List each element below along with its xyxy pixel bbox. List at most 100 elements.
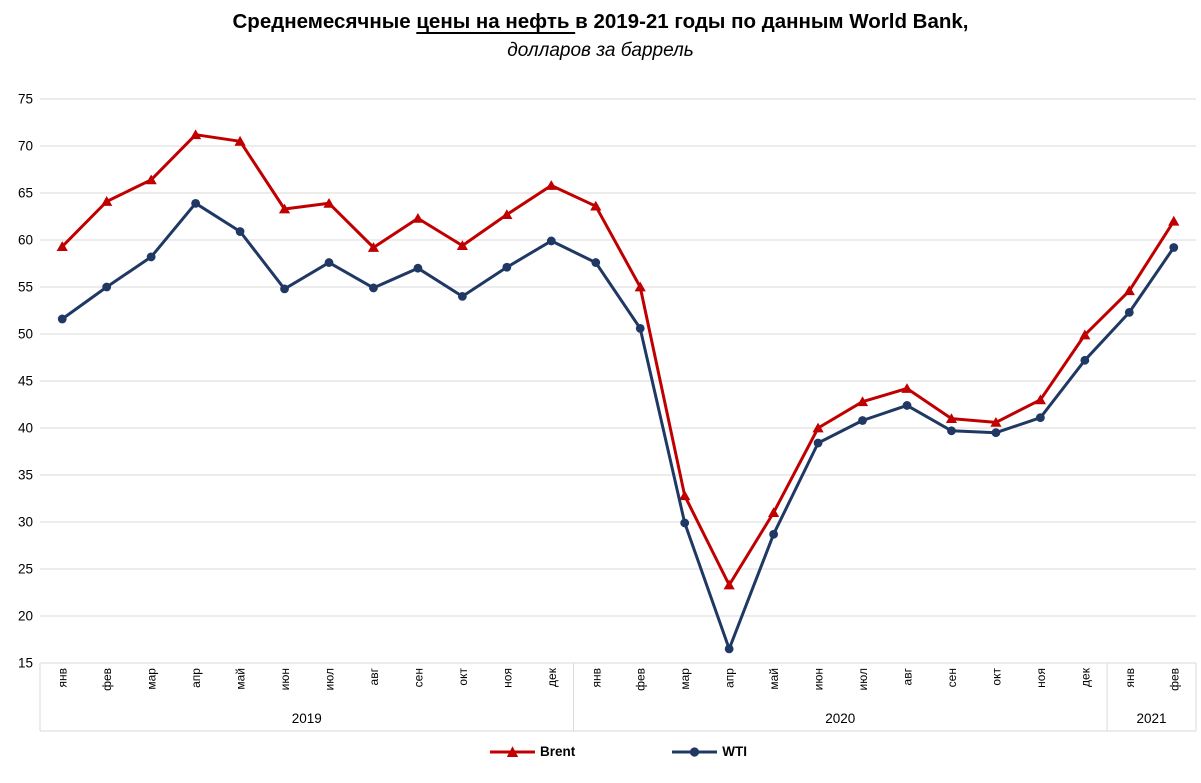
brent-marker bbox=[545, 180, 557, 190]
legend-item-wti: WTI bbox=[671, 744, 747, 759]
y-axis-tick-label: 75 bbox=[18, 92, 33, 107]
x-axis-month-label: авг bbox=[367, 667, 381, 685]
wti-marker bbox=[57, 314, 67, 324]
brent-marker bbox=[1079, 329, 1091, 340]
brent-marker bbox=[190, 129, 202, 140]
brent-marker bbox=[1168, 215, 1180, 226]
x-axis-month-label: янв bbox=[56, 668, 70, 688]
x-axis-month-label: ноя bbox=[500, 668, 514, 688]
x-axis-month-label: дек bbox=[545, 667, 559, 687]
x-axis-year-label: 2019 bbox=[292, 711, 322, 726]
x-axis-month-label: фев bbox=[1167, 668, 1181, 691]
brent-marker bbox=[1123, 285, 1135, 296]
wti-marker bbox=[546, 236, 556, 246]
wti-marker bbox=[235, 227, 245, 236]
x-axis-month-label: фев bbox=[634, 668, 648, 691]
x-axis-month-label: июн bbox=[278, 668, 292, 690]
brent-line-marker-icon bbox=[489, 745, 535, 757]
wti-marker bbox=[591, 258, 601, 267]
x-axis-month-label: май bbox=[767, 668, 781, 690]
wti-marker bbox=[902, 401, 912, 410]
y-axis-tick-label: 45 bbox=[18, 374, 33, 389]
wti-marker bbox=[635, 323, 645, 333]
brent-marker bbox=[679, 490, 691, 501]
brent-marker bbox=[412, 212, 424, 223]
x-axis-month-label: ноя bbox=[1034, 668, 1048, 688]
wti-line bbox=[60, 201, 1176, 651]
wti-marker bbox=[324, 258, 334, 267]
x-axis-month-label: авг bbox=[901, 667, 915, 685]
y-axis-tick-label: 70 bbox=[18, 139, 33, 154]
y-axis-tick-label: 65 bbox=[18, 186, 33, 201]
chart-subtitle: долларов за баррель bbox=[507, 39, 694, 61]
brent-marker bbox=[1034, 394, 1046, 405]
brent-marker bbox=[856, 396, 869, 407]
legend-label-brent: Brent bbox=[539, 744, 576, 759]
brent-marker bbox=[812, 422, 824, 433]
wti-marker bbox=[1169, 243, 1179, 252]
brent-marker bbox=[990, 416, 1002, 427]
y-axis-tick-label: 20 bbox=[18, 609, 33, 624]
wti-marker bbox=[191, 198, 201, 208]
wti-marker bbox=[146, 252, 156, 262]
wti-marker bbox=[413, 263, 423, 273]
wti-marker bbox=[858, 416, 867, 425]
brent-marker bbox=[723, 579, 735, 590]
wti-marker bbox=[457, 292, 467, 301]
x-axis-year-label: 2021 bbox=[1137, 711, 1167, 726]
brent-marker bbox=[456, 240, 468, 251]
brent-marker bbox=[590, 200, 602, 211]
title-underlined-part: цены на нефть bbox=[416, 10, 576, 33]
wti-marker bbox=[1035, 413, 1045, 423]
y-axis-tick-label: 55 bbox=[18, 280, 33, 295]
title-part1: Среднемесячные bbox=[232, 10, 417, 33]
wti-marker bbox=[280, 284, 289, 294]
x-axis-month-label: мар bbox=[678, 668, 692, 690]
y-axis-tick-label: 50 bbox=[18, 327, 33, 342]
wti-marker bbox=[769, 529, 779, 539]
x-axis-month-label: июл bbox=[323, 668, 337, 690]
brent-marker bbox=[367, 242, 380, 252]
y-axis-tick-label: 30 bbox=[18, 515, 33, 530]
chart-legend: Brent WTI bbox=[40, 744, 1196, 759]
wti-marker bbox=[502, 262, 512, 272]
x-axis-month-label: янв bbox=[1123, 668, 1137, 688]
wti-marker bbox=[369, 283, 378, 293]
wti-marker bbox=[1080, 355, 1090, 365]
brent-marker bbox=[323, 197, 335, 208]
x-axis-year-label: 2020 bbox=[825, 711, 855, 726]
title-part3: в 2019-21 годы по данным World Bank, bbox=[575, 10, 969, 33]
x-axis-month-label: апр bbox=[189, 668, 203, 688]
brent-marker bbox=[278, 203, 291, 214]
x-axis-month-label: окт bbox=[456, 668, 470, 686]
wti-line-marker-icon bbox=[672, 746, 718, 757]
brent-marker bbox=[945, 413, 958, 423]
legend-item-brent: Brent bbox=[489, 744, 575, 759]
brent-marker bbox=[501, 209, 513, 220]
x-axis-month-label: янв bbox=[589, 668, 603, 688]
x-axis-month-label: сен bbox=[945, 668, 959, 687]
x-axis-month-label: мар bbox=[145, 668, 159, 690]
brent-marker bbox=[145, 174, 157, 185]
y-axis-tick-label: 15 bbox=[18, 656, 33, 671]
wti-marker bbox=[991, 428, 1001, 438]
chart-title-block: Среднемесячные цены на нефть в 2019-21 г… bbox=[0, 8, 1201, 63]
x-axis-month-label: июн bbox=[812, 668, 826, 690]
brent-marker bbox=[56, 241, 68, 251]
y-axis-tick-label: 25 bbox=[18, 562, 33, 577]
brent-marker bbox=[768, 507, 780, 517]
y-axis-tick-label: 35 bbox=[18, 468, 33, 483]
legend-label-wti: WTI bbox=[722, 744, 747, 759]
x-axis-month-label: июл bbox=[856, 668, 870, 690]
brent-marker bbox=[101, 196, 113, 206]
x-axis-month-label: окт bbox=[989, 668, 1003, 686]
x-axis-month-label: май bbox=[234, 668, 248, 690]
x-axis-month-label: сен bbox=[411, 668, 425, 687]
wti-marker bbox=[102, 282, 112, 292]
brent-marker bbox=[634, 281, 646, 292]
x-axis-month-label: апр bbox=[723, 668, 737, 688]
wti-marker bbox=[813, 438, 823, 448]
wti-marker bbox=[680, 518, 690, 528]
